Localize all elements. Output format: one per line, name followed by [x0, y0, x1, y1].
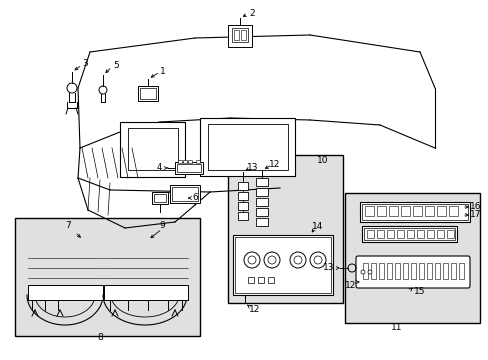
- Bar: [256, 208, 267, 216]
- Bar: [172, 187, 198, 201]
- Bar: [238, 212, 247, 220]
- Bar: [386, 263, 391, 279]
- Bar: [448, 206, 457, 216]
- Bar: [235, 237, 330, 293]
- Bar: [436, 230, 443, 238]
- Bar: [366, 230, 373, 238]
- Bar: [232, 235, 332, 295]
- Bar: [178, 160, 182, 163]
- Bar: [238, 202, 247, 210]
- Text: 9: 9: [159, 220, 164, 230]
- FancyBboxPatch shape: [355, 256, 469, 288]
- Bar: [104, 285, 187, 300]
- Bar: [362, 263, 367, 279]
- Bar: [231, 28, 247, 42]
- Circle shape: [360, 270, 364, 274]
- Bar: [370, 263, 375, 279]
- Bar: [196, 160, 200, 163]
- Bar: [416, 230, 423, 238]
- Bar: [402, 263, 407, 279]
- Bar: [363, 228, 454, 240]
- Text: 11: 11: [390, 323, 402, 332]
- Bar: [406, 230, 413, 238]
- Bar: [458, 263, 463, 279]
- Bar: [138, 86, 158, 101]
- Bar: [175, 162, 203, 174]
- Text: 10: 10: [317, 156, 328, 165]
- Bar: [450, 263, 455, 279]
- Bar: [28, 285, 103, 300]
- Bar: [396, 230, 403, 238]
- Text: 12: 12: [269, 159, 280, 168]
- Text: 12: 12: [344, 280, 355, 289]
- Bar: [234, 30, 239, 40]
- Bar: [241, 30, 245, 40]
- Bar: [238, 182, 247, 190]
- Bar: [388, 206, 397, 216]
- Bar: [434, 263, 439, 279]
- Text: 13: 13: [247, 162, 258, 171]
- Bar: [376, 206, 385, 216]
- Bar: [183, 160, 186, 163]
- Bar: [200, 118, 294, 176]
- Bar: [170, 185, 200, 203]
- Text: 6: 6: [192, 193, 198, 202]
- Bar: [426, 230, 433, 238]
- Bar: [227, 155, 342, 303]
- Text: 14: 14: [312, 221, 323, 230]
- Bar: [386, 230, 393, 238]
- Bar: [359, 202, 469, 222]
- Circle shape: [367, 270, 371, 274]
- Text: 16: 16: [469, 202, 481, 211]
- Bar: [267, 277, 273, 283]
- Text: 15: 15: [413, 288, 425, 297]
- Bar: [152, 192, 168, 204]
- Bar: [442, 263, 447, 279]
- Bar: [424, 206, 433, 216]
- Text: 17: 17: [469, 210, 481, 219]
- Bar: [207, 124, 287, 170]
- Bar: [256, 198, 267, 206]
- Bar: [345, 193, 479, 323]
- Bar: [376, 230, 383, 238]
- Bar: [238, 192, 247, 200]
- Bar: [247, 277, 253, 283]
- Bar: [378, 263, 383, 279]
- Text: 13: 13: [322, 262, 333, 271]
- Text: 1: 1: [160, 67, 165, 76]
- Text: 4: 4: [157, 162, 162, 171]
- Bar: [410, 263, 415, 279]
- Bar: [426, 263, 431, 279]
- Bar: [446, 230, 453, 238]
- Bar: [140, 88, 156, 99]
- Text: 12: 12: [249, 306, 260, 315]
- Bar: [412, 206, 421, 216]
- Text: 8: 8: [97, 333, 102, 342]
- Bar: [15, 218, 200, 336]
- Bar: [128, 128, 178, 170]
- Bar: [227, 25, 251, 47]
- Bar: [120, 122, 184, 177]
- Bar: [256, 188, 267, 196]
- Bar: [256, 218, 267, 226]
- Bar: [418, 263, 423, 279]
- Bar: [361, 226, 456, 242]
- Bar: [187, 160, 192, 163]
- Text: 5: 5: [113, 60, 119, 69]
- Text: 7: 7: [65, 220, 71, 230]
- Bar: [361, 204, 467, 220]
- Bar: [394, 263, 399, 279]
- Text: 3: 3: [82, 59, 88, 68]
- Text: 2: 2: [249, 9, 254, 18]
- Bar: [436, 206, 445, 216]
- Bar: [154, 194, 165, 202]
- Bar: [258, 277, 264, 283]
- Bar: [400, 206, 409, 216]
- Bar: [364, 206, 373, 216]
- Bar: [256, 178, 267, 186]
- Bar: [177, 164, 201, 172]
